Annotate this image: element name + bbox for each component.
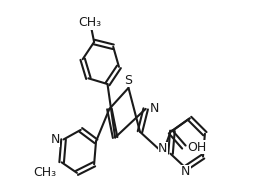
Text: OH: OH — [188, 141, 207, 154]
Text: N: N — [150, 102, 159, 115]
Text: N: N — [50, 133, 60, 146]
Text: N: N — [181, 165, 190, 178]
Text: S: S — [124, 74, 133, 87]
Text: N: N — [158, 142, 168, 155]
Text: CH₃: CH₃ — [33, 166, 56, 179]
Text: CH₃: CH₃ — [79, 16, 102, 29]
